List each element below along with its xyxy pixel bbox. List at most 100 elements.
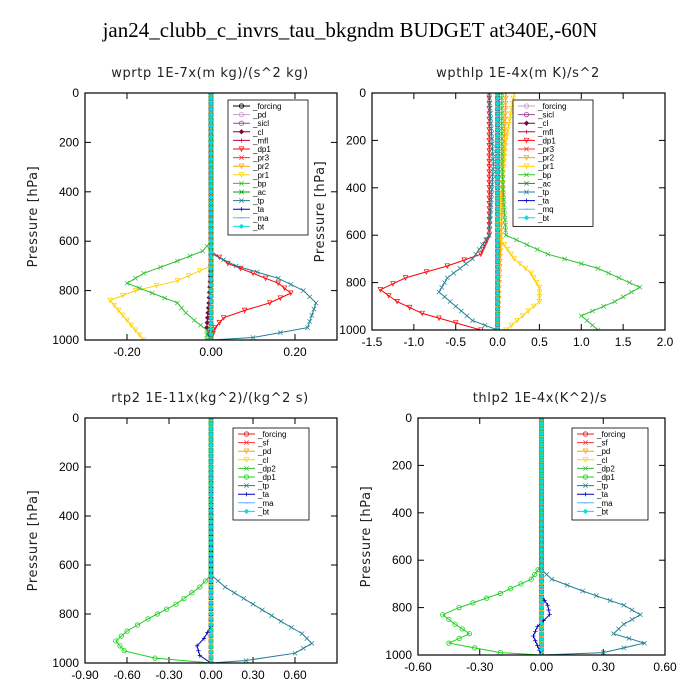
point_dp1 bbox=[444, 263, 451, 269]
legend-label: _mfl bbox=[252, 136, 268, 145]
point_dp1 bbox=[452, 621, 458, 627]
point_bp bbox=[499, 95, 505, 101]
legend-label: _bt bbox=[252, 222, 265, 231]
point_bp bbox=[174, 300, 180, 306]
point_bt bbox=[538, 599, 545, 605]
point_dp1 bbox=[423, 269, 430, 275]
legend-label: _sicl bbox=[252, 119, 269, 128]
point_dp1 bbox=[121, 648, 127, 654]
x-tick-label: -0.20 bbox=[113, 345, 141, 359]
point_bt bbox=[494, 200, 501, 207]
point_ta bbox=[533, 638, 538, 643]
point_tp bbox=[488, 115, 494, 121]
point_bp bbox=[204, 327, 210, 333]
x-tick-label: -0.5 bbox=[445, 335, 466, 349]
point_tp bbox=[549, 576, 555, 582]
x-tick-label: 0.60 bbox=[283, 668, 307, 682]
y-tick-label: 400 bbox=[346, 181, 366, 195]
point_bp bbox=[595, 327, 601, 330]
point_dp1 bbox=[216, 320, 223, 326]
point_dp1 bbox=[486, 158, 492, 165]
point_bt bbox=[538, 473, 545, 479]
point_dp1 bbox=[241, 307, 248, 314]
point_tp bbox=[488, 202, 494, 208]
point_dp1 bbox=[181, 595, 187, 602]
point_bt bbox=[494, 227, 501, 233]
point_bt bbox=[538, 494, 545, 500]
point_bp bbox=[601, 303, 607, 309]
point_tp bbox=[544, 571, 550, 577]
y-tick-label: 600 bbox=[392, 553, 412, 567]
point_bt bbox=[208, 540, 214, 546]
point_bt bbox=[208, 611, 214, 617]
point_pr1 bbox=[533, 280, 540, 286]
point_dp1 bbox=[281, 285, 288, 292]
point_pr1 bbox=[517, 261, 523, 267]
point_bt bbox=[208, 595, 214, 601]
point_dp1 bbox=[117, 643, 123, 649]
point_pr1 bbox=[505, 122, 512, 128]
point_bt bbox=[208, 255, 214, 261]
point_ta bbox=[535, 643, 540, 648]
point_bt bbox=[208, 95, 214, 102]
point_bt bbox=[208, 627, 214, 633]
point_tp bbox=[489, 187, 495, 192]
point_dp1 bbox=[377, 287, 384, 293]
y-tick-label: 1000 bbox=[385, 648, 412, 662]
point_tp bbox=[241, 596, 247, 601]
legend-marker bbox=[582, 431, 589, 437]
point_bt bbox=[208, 600, 214, 606]
point_bt bbox=[538, 536, 545, 542]
point_tp bbox=[233, 263, 239, 269]
point_tp bbox=[464, 313, 470, 319]
x-tick-label: -0.60 bbox=[404, 660, 432, 674]
legend-label: _ta bbox=[596, 490, 609, 499]
point_dp1 bbox=[402, 275, 409, 281]
point_bt bbox=[208, 431, 214, 437]
point_dp1 bbox=[480, 246, 486, 253]
point_dp1 bbox=[486, 169, 492, 175]
point_tp bbox=[309, 312, 315, 318]
point_bp bbox=[545, 251, 551, 257]
point_bt bbox=[208, 222, 214, 228]
point_ta bbox=[194, 643, 200, 649]
legend-marker bbox=[243, 431, 250, 437]
point_pr1 bbox=[503, 327, 509, 330]
point_bt bbox=[208, 524, 214, 530]
legend-marker bbox=[239, 138, 244, 143]
y-tick-label: 1000 bbox=[52, 656, 79, 670]
point_pr1 bbox=[503, 137, 509, 144]
point_pr1 bbox=[132, 288, 139, 294]
point_tp bbox=[222, 584, 228, 590]
plot-frame bbox=[371, 92, 666, 331]
point_ta bbox=[546, 607, 551, 613]
point_pr1 bbox=[141, 337, 147, 340]
y-tick-label: 400 bbox=[392, 506, 412, 520]
point_bt bbox=[208, 638, 214, 644]
point_pr1 bbox=[508, 251, 514, 258]
point_dp1 bbox=[145, 616, 151, 622]
point_bp bbox=[595, 265, 601, 271]
point_bt bbox=[208, 298, 214, 305]
legend: _forcing_sf_pd_cl_dp2_dp1_tp_ta_ma_bt bbox=[571, 427, 649, 521]
point_bt bbox=[208, 271, 214, 277]
point_pr1 bbox=[136, 332, 143, 339]
point_tp bbox=[487, 110, 493, 116]
point_dp1 bbox=[237, 265, 244, 272]
point_dp1 bbox=[446, 616, 452, 623]
point_bt bbox=[208, 448, 214, 454]
legend-marker bbox=[239, 155, 244, 161]
point_bt bbox=[494, 222, 501, 228]
y-tick-label: 200 bbox=[59, 460, 79, 474]
point_pr1 bbox=[197, 268, 203, 274]
point_ta bbox=[535, 624, 540, 629]
point_tp bbox=[275, 275, 281, 281]
legend-label: _bp bbox=[252, 179, 267, 188]
legend-label: _pr3 bbox=[252, 154, 270, 163]
point_bt bbox=[208, 205, 214, 211]
point_dp1 bbox=[267, 300, 273, 306]
legend-marker bbox=[523, 103, 530, 109]
point_tp bbox=[490, 146, 495, 152]
point_dp1 bbox=[508, 586, 514, 592]
legend-marker bbox=[523, 155, 530, 161]
